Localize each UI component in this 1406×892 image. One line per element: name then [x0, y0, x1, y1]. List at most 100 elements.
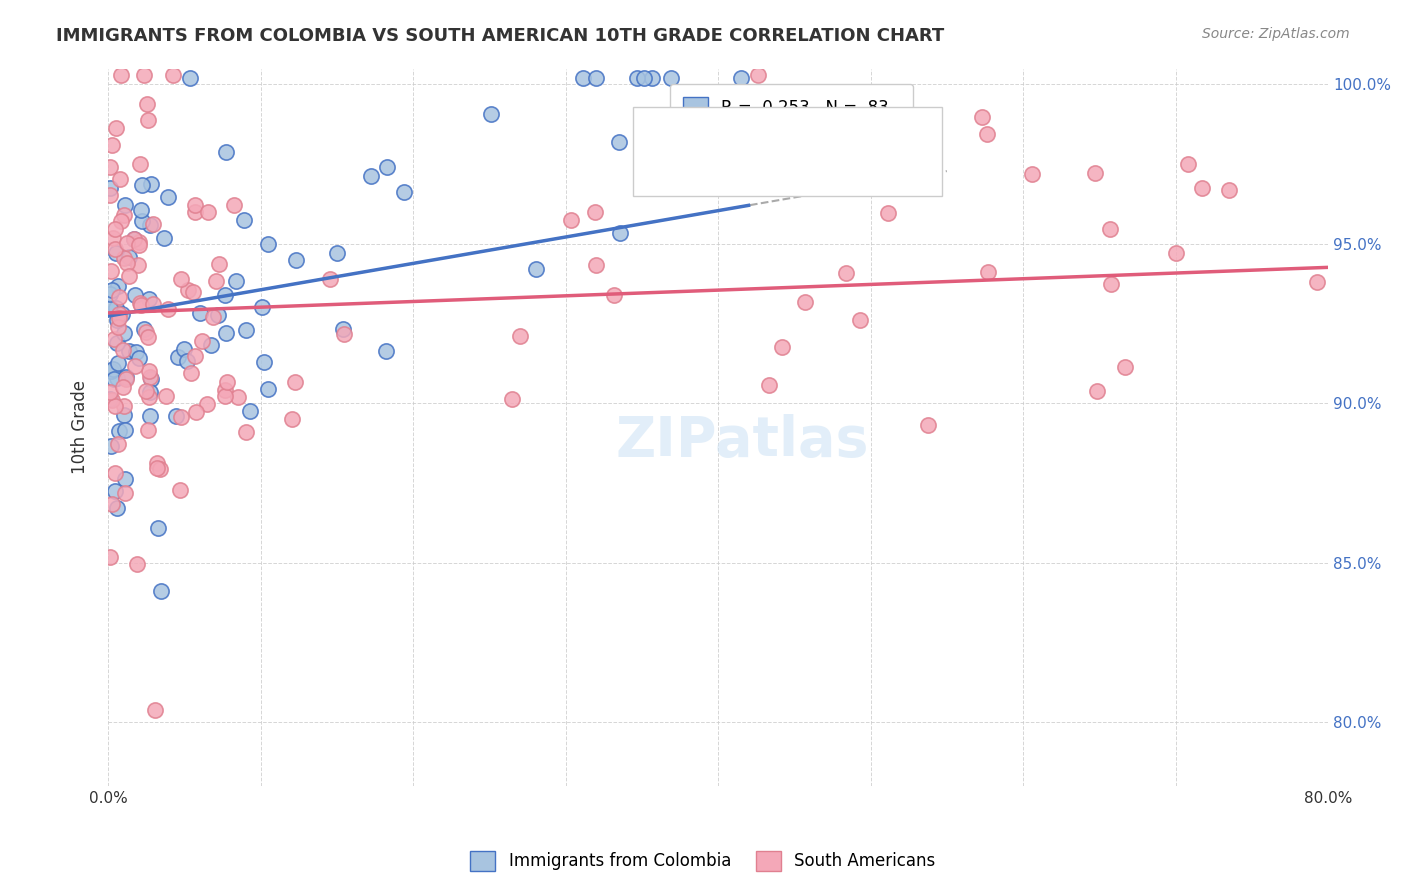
Point: [585, 205, 607, 219]
Point: [360, 169, 382, 183]
Point: [214, 383, 236, 397]
Point: [122, 232, 145, 246]
Point: [107, 356, 129, 370]
Point: [215, 145, 238, 159]
Point: [239, 404, 262, 418]
Point: [184, 197, 207, 211]
Point: [149, 584, 172, 599]
Point: [225, 274, 247, 288]
Point: [108, 171, 131, 186]
Point: [641, 71, 664, 86]
Point: [917, 417, 939, 432]
Point: [332, 322, 354, 336]
Point: [375, 160, 398, 174]
Point: [184, 205, 207, 219]
Point: [976, 127, 998, 141]
Point: [98, 384, 121, 399]
Point: [191, 334, 214, 348]
Point: [633, 71, 655, 86]
Point: [176, 353, 198, 368]
Text: IMMIGRANTS FROM COLOMBIA VS SOUTH AMERICAN 10TH GRADE CORRELATION CHART: IMMIGRANTS FROM COLOMBIA VS SOUTH AMERIC…: [56, 27, 945, 45]
Point: [758, 378, 780, 392]
Point: [479, 107, 502, 121]
Point: [138, 292, 160, 306]
Point: [103, 333, 125, 347]
Point: [142, 217, 165, 231]
Point: [146, 521, 169, 535]
Point: [215, 376, 238, 390]
Point: [115, 256, 138, 270]
Point: [1306, 275, 1329, 289]
Point: [138, 369, 160, 384]
Point: [98, 301, 121, 315]
Point: [1218, 183, 1240, 197]
Point: [98, 160, 121, 174]
Point: [170, 272, 193, 286]
Point: [107, 278, 129, 293]
Point: [105, 336, 128, 351]
Y-axis label: 10th Grade: 10th Grade: [72, 380, 89, 475]
Point: [114, 372, 136, 386]
Point: [100, 138, 122, 153]
Point: [146, 460, 169, 475]
Point: [122, 232, 145, 246]
Point: [100, 264, 122, 278]
Point: [136, 424, 159, 438]
Point: [114, 486, 136, 500]
Point: [114, 472, 136, 486]
Point: [135, 384, 157, 398]
Point: [1099, 277, 1122, 291]
Point: [285, 253, 308, 268]
Point: [169, 483, 191, 497]
Point: [374, 343, 396, 358]
Point: [112, 208, 135, 222]
Point: [835, 266, 858, 280]
Point: [626, 71, 648, 86]
Point: [107, 311, 129, 326]
Point: [118, 268, 141, 283]
Point: [124, 359, 146, 373]
Point: [794, 294, 817, 309]
Point: [129, 202, 152, 217]
Point: [876, 206, 898, 220]
Point: [141, 372, 163, 386]
Text: Source: ZipAtlas.com: Source: ZipAtlas.com: [1202, 27, 1350, 41]
Point: [207, 309, 229, 323]
Point: [233, 212, 256, 227]
Point: [131, 178, 153, 192]
Point: [609, 226, 631, 240]
Point: [138, 390, 160, 404]
Point: [204, 274, 226, 288]
Point: [115, 235, 138, 250]
Point: [165, 409, 187, 423]
Point: [112, 409, 135, 423]
Point: [235, 425, 257, 439]
Point: [603, 288, 626, 302]
Point: [103, 372, 125, 386]
Point: [179, 71, 201, 86]
Point: [129, 157, 152, 171]
Point: [98, 287, 121, 301]
Point: [139, 409, 162, 424]
Point: [257, 237, 280, 252]
Point: [118, 343, 141, 358]
Point: [100, 393, 122, 408]
Point: [200, 338, 222, 352]
Point: [138, 364, 160, 378]
Point: [124, 288, 146, 302]
Point: [157, 190, 180, 204]
Point: [127, 258, 149, 272]
Point: [253, 355, 276, 369]
Point: [609, 136, 631, 150]
Point: [1191, 180, 1213, 194]
Point: [98, 549, 121, 564]
Point: [333, 327, 356, 342]
Point: [524, 261, 547, 276]
Point: [104, 245, 127, 260]
Point: [501, 392, 523, 407]
Point: [1083, 166, 1105, 180]
Point: [177, 283, 200, 297]
Point: [110, 68, 132, 82]
Point: [105, 120, 128, 135]
Point: [115, 370, 138, 384]
